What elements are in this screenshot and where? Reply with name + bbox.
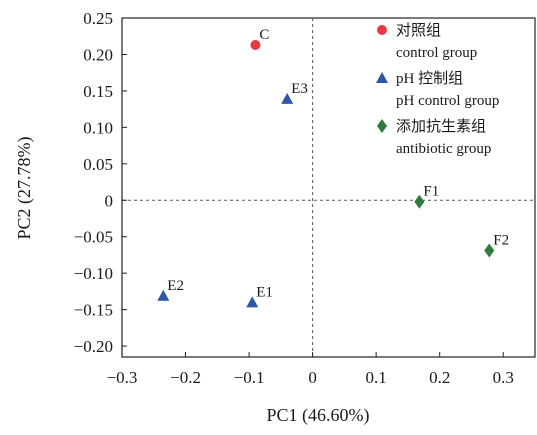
legend: 对照组 control group pH 控制组 pH control group 添加…: [376, 22, 499, 157]
legend-label-en-3: antibiotic group: [396, 141, 491, 157]
x-tick-label: −0.1: [234, 368, 265, 387]
y-tick-label: −0.20: [74, 337, 113, 356]
point-label-E1: E1: [256, 284, 273, 300]
axis-ticks: −0.3 −0.2 −0.1 0 0.1 0.2 0.30.250.200.150.100.…: [74, 9, 514, 387]
x-tick-label: 0: [308, 368, 317, 387]
point-marker-E3: [281, 92, 294, 104]
legend-label-1: 对照组: [396, 22, 441, 39]
legend-label-3: 添加抗生素组: [396, 118, 486, 135]
point-label-C: C: [259, 27, 269, 43]
y-tick-label: −0.10: [74, 264, 113, 283]
legend-marker-1: [377, 25, 387, 35]
point-marker-E2: [157, 289, 170, 301]
y-axis-title: PC2 (27.78%): [14, 136, 35, 239]
point-label-F2: F2: [493, 233, 509, 249]
legend-marker-2: [376, 72, 388, 83]
legend-label-en-1: control group: [396, 45, 477, 61]
legend-label-en-2: pH control group: [396, 93, 499, 109]
point-marker-F2: [484, 243, 495, 258]
point-marker-E1: [246, 296, 259, 308]
y-tick-label: −0.15: [74, 301, 113, 320]
x-tick-label: −0.2: [170, 368, 201, 387]
reference-lines: [122, 18, 535, 357]
y-tick-label: 0.15: [83, 82, 113, 101]
y-tick-label: 0.20: [83, 45, 113, 64]
y-tick-label: 0.25: [83, 9, 113, 28]
legend-marker-3: [377, 119, 387, 133]
y-tick-label: 0: [105, 191, 114, 210]
point-marker-C: [250, 39, 261, 50]
point-label-E2: E2: [167, 278, 184, 294]
x-axis-title: PC1 (46.60%): [267, 405, 370, 426]
data-points: C E3 E2 E1 F1 F2: [157, 27, 509, 308]
x-tick-label: 0.1: [366, 368, 387, 387]
y-tick-label: −0.05: [74, 228, 113, 247]
legend-label-2: pH 控制组: [396, 70, 463, 87]
x-tick-label: 0.2: [429, 368, 450, 387]
x-tick-label: 0.3: [493, 368, 514, 387]
x-tick-label: −0.3: [107, 368, 138, 387]
plot-frame: [121, 17, 536, 358]
point-label-E3: E3: [291, 81, 308, 97]
point-label-F1: F1: [423, 184, 439, 200]
y-tick-label: 0.10: [83, 118, 113, 137]
y-tick-label: 0.05: [83, 155, 113, 174]
point-marker-F1: [414, 194, 425, 209]
